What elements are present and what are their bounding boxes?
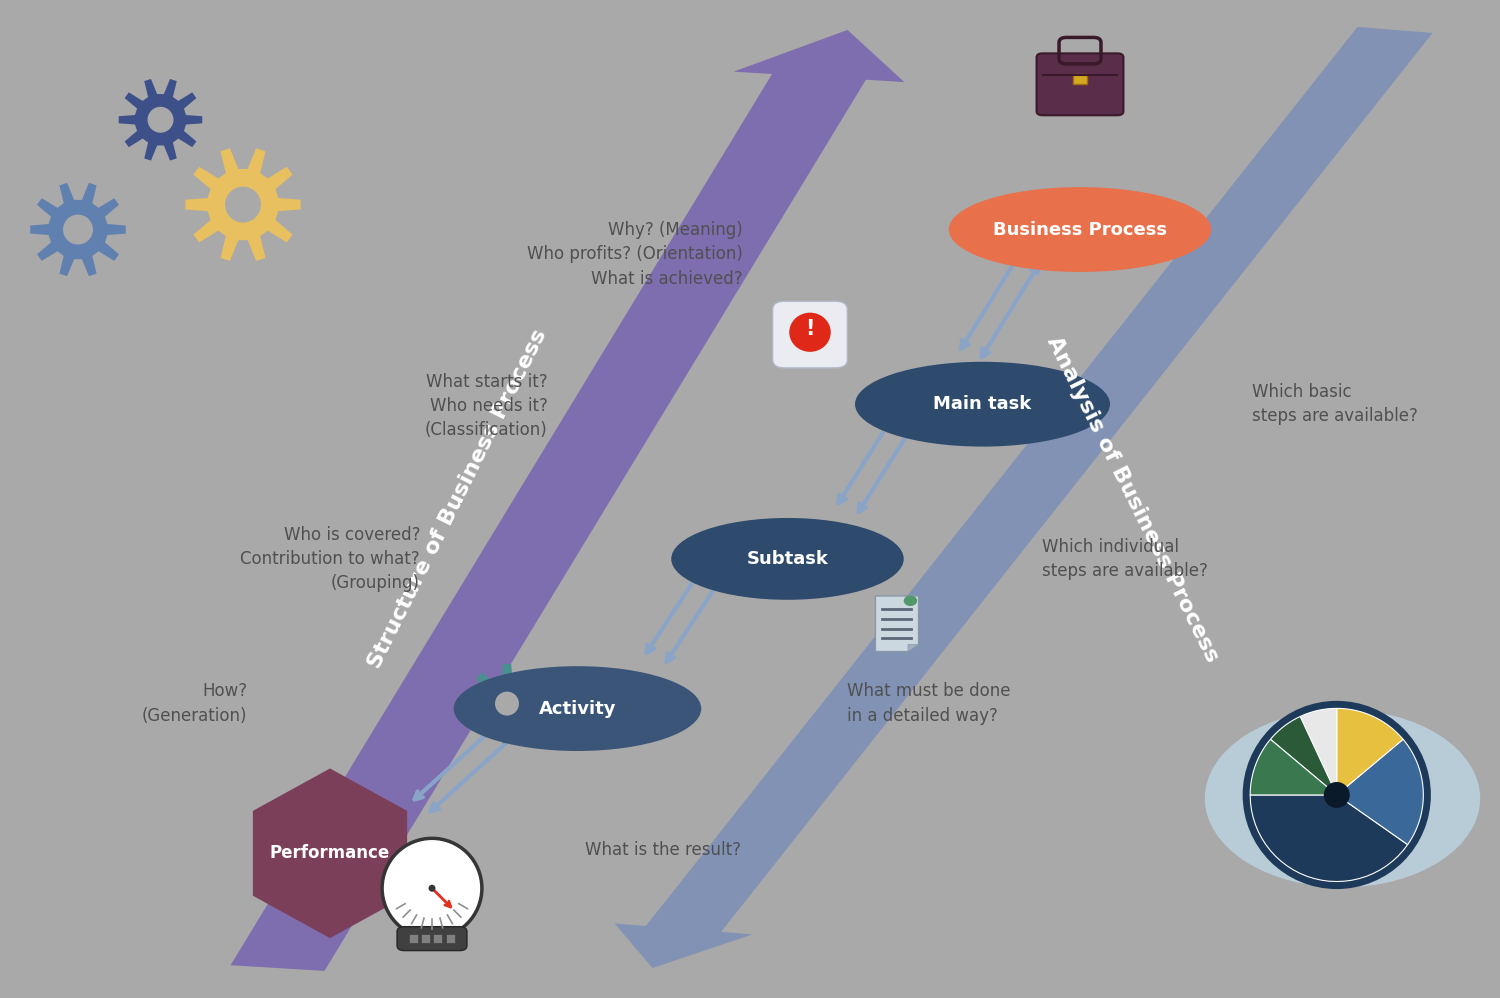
Ellipse shape <box>453 667 700 751</box>
Ellipse shape <box>495 692 519 716</box>
Text: Who is covered?
Contribution to what?
(Grouping): Who is covered? Contribution to what? (G… <box>240 526 420 592</box>
Polygon shape <box>118 79 202 161</box>
Text: Why? (Meaning)
Who profits? (Orientation)
What is achieved?: Why? (Meaning) Who profits? (Orientation… <box>526 222 742 287</box>
Bar <box>433 934 442 943</box>
Text: Which basic
steps are available?: Which basic steps are available? <box>1252 383 1419 425</box>
Ellipse shape <box>225 187 261 223</box>
Polygon shape <box>908 645 918 652</box>
Text: What must be done
in a detailed way?: What must be done in a detailed way? <box>847 683 1011 725</box>
Polygon shape <box>1250 795 1407 881</box>
Polygon shape <box>186 149 300 260</box>
Text: Activity: Activity <box>538 700 616 718</box>
Text: Performance: Performance <box>270 844 390 862</box>
Ellipse shape <box>429 885 435 892</box>
Text: Main task: Main task <box>933 395 1032 413</box>
Ellipse shape <box>903 596 916 606</box>
Ellipse shape <box>147 107 174 133</box>
Bar <box>446 934 454 943</box>
Bar <box>422 934 430 943</box>
Ellipse shape <box>1242 701 1431 889</box>
Polygon shape <box>876 596 918 652</box>
Text: Analysis of Business Process: Analysis of Business Process <box>1042 333 1222 665</box>
Ellipse shape <box>1324 782 1350 808</box>
Polygon shape <box>1336 709 1402 795</box>
FancyBboxPatch shape <box>772 301 847 368</box>
Text: !: ! <box>806 319 814 339</box>
Ellipse shape <box>382 838 482 938</box>
Text: Structure of Business Process: Structure of Business Process <box>364 326 550 672</box>
Text: Business Process: Business Process <box>993 221 1167 239</box>
Polygon shape <box>468 664 546 744</box>
Ellipse shape <box>63 215 93 245</box>
Polygon shape <box>1300 709 1336 795</box>
Ellipse shape <box>855 362 1110 447</box>
Polygon shape <box>1250 740 1336 795</box>
Polygon shape <box>1336 740 1424 844</box>
Text: Subtask: Subtask <box>747 550 828 568</box>
Polygon shape <box>30 183 126 276</box>
Bar <box>1072 74 1088 85</box>
Polygon shape <box>231 30 904 971</box>
Ellipse shape <box>672 518 903 600</box>
Ellipse shape <box>789 312 831 352</box>
Text: What starts it?
Who needs it?
(Classification): What starts it? Who needs it? (Classific… <box>424 373 548 439</box>
Text: How?
(Generation): How? (Generation) <box>142 683 248 725</box>
Polygon shape <box>254 768 406 938</box>
Ellipse shape <box>948 188 1212 271</box>
Bar <box>410 934 419 943</box>
Polygon shape <box>1270 717 1336 795</box>
Ellipse shape <box>1204 710 1480 887</box>
Text: What is the result?: What is the result? <box>585 841 741 859</box>
Text: Which individual
steps are available?: Which individual steps are available? <box>1042 538 1209 580</box>
FancyBboxPatch shape <box>398 926 466 950</box>
FancyBboxPatch shape <box>1036 53 1124 115</box>
Polygon shape <box>615 27 1432 968</box>
